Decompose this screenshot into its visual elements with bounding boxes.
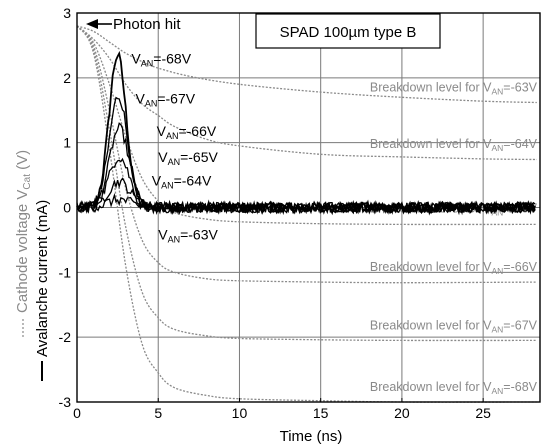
cathode-voltage-line--64 [76, 25, 537, 161]
cathode-voltage-line--66 [76, 25, 537, 284]
photon-hit-arrow-icon [86, 19, 112, 29]
current-label--65: VAN=-65V [158, 149, 218, 167]
x-tick-label-1: 5 [154, 405, 162, 421]
avalanche-current-line--63 [76, 192, 536, 215]
y-axis-label-cathode-main: Cathode voltage V [14, 190, 31, 313]
y-tick-label-0: -3 [59, 394, 72, 410]
axes: 0 5 10 15 20 25 -3 -2 -1 0 1 2 3 [59, 5, 541, 421]
current-label--66: VAN=-66V [157, 123, 217, 141]
avalanche-current-series [76, 50, 536, 216]
avalanche-current-line--67 [76, 96, 536, 215]
y-tick-label-2: -1 [59, 264, 72, 280]
y-axis-label-current: Avalanche current (mA) [34, 200, 51, 381]
y-tick-label-1: -2 [59, 329, 72, 345]
y-axis-label-current-text: Avalanche current (mA) [34, 200, 51, 357]
x-tick-label-2: 10 [232, 405, 248, 421]
current-label--68: VAN=-68V [131, 50, 191, 68]
svg-text:Cathode voltage VCat (V): Cathode voltage VCat (V) [14, 150, 33, 313]
current-label--64: VAN=-64V [152, 172, 212, 190]
x-tick-label-0: 0 [73, 405, 81, 421]
y-axis-label-cathode-unit: (V) [14, 150, 31, 174]
cathode-voltage-line--65 [76, 25, 537, 226]
y-tick-label-4: 1 [63, 135, 71, 151]
x-tick-label-3: 15 [313, 405, 329, 421]
photon-hit-label: Photon hit [113, 16, 181, 33]
breakdown-label--67: Breakdown level for VAN=-67V [370, 318, 538, 334]
current-label--63: VAN=-63V [158, 227, 218, 245]
cathode-voltage-line--67 [76, 25, 537, 342]
y-axis-label-cathode-sub: Cat [22, 174, 33, 190]
current-label--67: VAN=-67V [135, 91, 195, 109]
breakdown-label--64: Breakdown level for VAN=-64V [370, 137, 538, 153]
labels: VAN=-68V VAN=-67V VAN=-66V VAN=-65V VAN=-64V… [131, 50, 218, 244]
title-box [255, 13, 441, 49]
x-tick-label-4: 20 [394, 405, 410, 421]
y-tick-label-6: 3 [63, 5, 71, 21]
plot-frame [76, 12, 541, 403]
y-tick-label-3: 0 [63, 200, 71, 216]
title-box-text: SPAD 100µm type B [280, 24, 417, 41]
x-axis-label: Time (ns) [280, 428, 343, 445]
breakdown-levels: Breakdown level for VAN=-63V Breakdown le… [370, 80, 538, 396]
breakdown-label--66: Breakdown level for VAN=-66V [370, 260, 538, 276]
cathode-voltage-series [76, 25, 537, 403]
breakdown-label--63: Breakdown level for VAN=-63V [370, 80, 538, 96]
x-tick-label-5: 25 [475, 405, 491, 421]
y-tick-label-5: 2 [63, 70, 71, 86]
cathode-voltage-line--63 [76, 25, 537, 104]
breakdown-label--68: Breakdown level for VAN=-68V [370, 380, 538, 396]
y-axis-label-cathode: Cathode voltage VCat (V) [14, 150, 33, 337]
